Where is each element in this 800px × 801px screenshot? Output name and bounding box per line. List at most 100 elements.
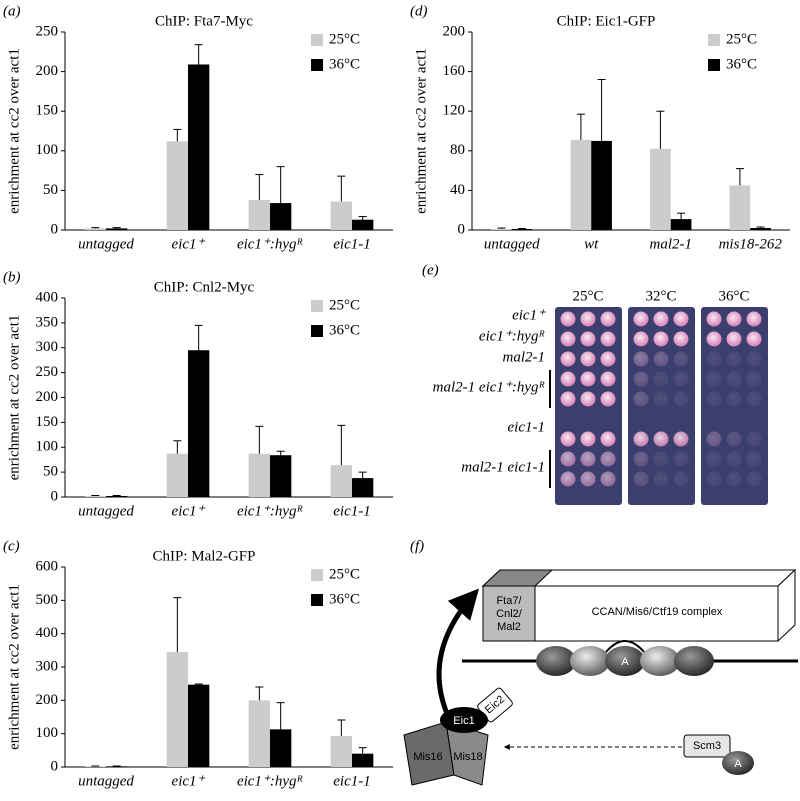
spot bbox=[673, 331, 689, 347]
nucleosome bbox=[570, 646, 610, 676]
spot bbox=[633, 371, 649, 387]
spot bbox=[653, 391, 669, 407]
bar bbox=[352, 753, 374, 767]
spot bbox=[746, 391, 762, 407]
bar bbox=[330, 201, 352, 230]
spot bbox=[746, 471, 762, 487]
strain-label: eic1⁺ bbox=[512, 307, 546, 323]
y-tick-label: 100 bbox=[36, 725, 59, 741]
spot bbox=[560, 451, 576, 467]
legend-swatch bbox=[311, 594, 323, 606]
spot bbox=[580, 371, 596, 387]
strain-label: mal2-1 eic1-1 bbox=[461, 459, 545, 475]
spot bbox=[673, 371, 689, 387]
x-tick-label: eic1⁺ bbox=[172, 236, 206, 252]
cenp-a bbox=[722, 751, 754, 775]
bar bbox=[106, 228, 128, 230]
head-label: Mal2 bbox=[497, 621, 521, 633]
y-tick-label: 0 bbox=[51, 221, 59, 237]
spot bbox=[653, 451, 669, 467]
panel-label: (d) bbox=[410, 3, 428, 19]
bar bbox=[106, 496, 128, 497]
head-label: Fta7/ bbox=[496, 595, 522, 607]
spot bbox=[706, 371, 722, 387]
bar bbox=[511, 229, 533, 230]
y-axis-label: enrichment at cc2 over act1 bbox=[6, 48, 22, 214]
x-tick-label: untagged bbox=[78, 773, 134, 789]
spot bbox=[633, 311, 649, 327]
y-tick-label: 80 bbox=[450, 142, 465, 158]
legend-swatch bbox=[311, 59, 323, 71]
scm3 bbox=[683, 734, 731, 758]
nucleosome bbox=[674, 646, 714, 676]
bar bbox=[270, 729, 292, 767]
complex-label: CCAN/Mis6/Ctf19 complex bbox=[592, 606, 723, 618]
y-tick-label: 120 bbox=[443, 103, 466, 119]
x-tick-label: untagged bbox=[78, 236, 134, 252]
spot bbox=[673, 431, 689, 447]
cenp-a-label: A bbox=[621, 656, 629, 668]
spot bbox=[706, 391, 722, 407]
head-label: Cnl2/ bbox=[496, 608, 523, 620]
eic1 bbox=[440, 707, 488, 733]
complex-head bbox=[482, 585, 536, 642]
bar bbox=[84, 228, 106, 230]
spot bbox=[560, 331, 576, 347]
y-tick-label: 300 bbox=[36, 339, 59, 355]
bar bbox=[270, 203, 292, 230]
legend-label: 36°C bbox=[329, 56, 360, 72]
y-tick-label: 200 bbox=[443, 23, 466, 39]
bar bbox=[352, 478, 374, 497]
spot bbox=[580, 391, 596, 407]
bar bbox=[330, 465, 352, 497]
spot bbox=[706, 311, 722, 327]
chart-title: ChIP: Eic1-GFP bbox=[557, 13, 656, 29]
spot bbox=[560, 351, 576, 367]
y-axis-label: enrichment at cc2 over act1 bbox=[413, 48, 429, 214]
x-tick-label: mis18-262 bbox=[719, 236, 783, 252]
spot bbox=[600, 451, 616, 467]
x-tick-label: eic1⁺ bbox=[172, 773, 206, 789]
y-tick-label: 500 bbox=[36, 592, 59, 608]
strain-label: mal2-1 eic1⁺:hygᴿ bbox=[433, 379, 545, 395]
spot bbox=[746, 311, 762, 327]
strain-label: eic1-1 bbox=[508, 419, 545, 435]
strain-label: eic1⁺:hygᴿ bbox=[479, 328, 545, 344]
spot bbox=[580, 451, 596, 467]
spot-assay: (e) 25°C 32°C 36°C eic1⁺ eic1⁺:hygᴿ mal2-1 mal… bbox=[422, 262, 768, 505]
spot bbox=[706, 451, 722, 467]
x-tick-label: wt bbox=[584, 236, 599, 252]
spot bbox=[726, 351, 742, 367]
bar bbox=[352, 219, 374, 230]
y-tick-label: 40 bbox=[450, 182, 465, 198]
spot bbox=[560, 391, 576, 407]
spot bbox=[580, 431, 596, 447]
legend-swatch bbox=[311, 34, 323, 46]
y-tick-label: 0 bbox=[458, 221, 466, 237]
spot bbox=[673, 451, 689, 467]
bar bbox=[670, 219, 692, 230]
spot bbox=[726, 471, 742, 487]
loop bbox=[605, 640, 645, 653]
bar bbox=[248, 700, 270, 767]
y-tick-label: 250 bbox=[36, 23, 59, 39]
bar bbox=[591, 140, 612, 230]
panel-label: (e) bbox=[422, 262, 439, 278]
complex-head-top bbox=[481, 569, 554, 587]
chart-title: ChIP: Cnl2-Myc bbox=[154, 279, 255, 295]
spot bbox=[673, 351, 689, 367]
spot bbox=[653, 311, 669, 327]
spot bbox=[633, 331, 649, 347]
spot bbox=[600, 331, 616, 347]
bar bbox=[188, 64, 210, 230]
panel-label: (c) bbox=[3, 538, 20, 554]
spot bbox=[706, 351, 722, 367]
y-tick-label: 400 bbox=[36, 289, 59, 305]
y-tick-label: 0 bbox=[51, 488, 59, 504]
legend-label: 36°C bbox=[329, 591, 360, 607]
spot bbox=[706, 431, 722, 447]
panel-label: (f) bbox=[410, 538, 424, 554]
temperature-label: 25°C bbox=[572, 288, 603, 304]
legend-swatch bbox=[708, 59, 720, 71]
bar bbox=[270, 455, 292, 497]
